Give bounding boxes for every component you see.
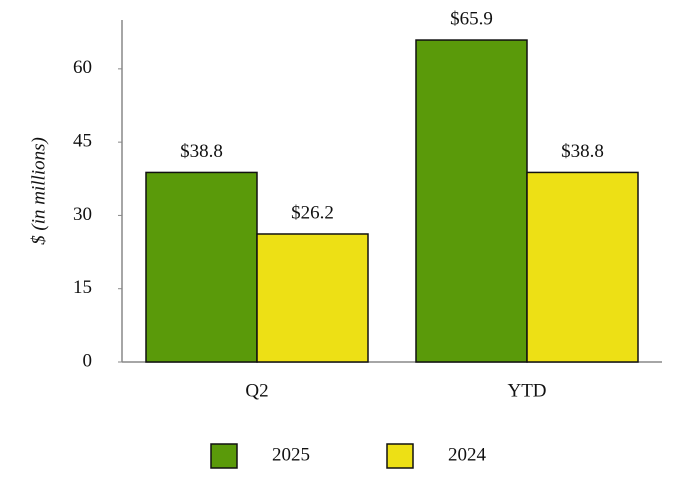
legend-swatch — [386, 443, 414, 469]
legend-label: 2025 — [272, 444, 310, 465]
bar — [526, 171, 639, 363]
x-tick-label: Q2 — [245, 380, 268, 401]
value-label: $65.9 — [450, 8, 493, 29]
value-label: $38.8 — [561, 141, 604, 162]
y-tick-label: 30 — [73, 204, 92, 225]
y-tick-label: 60 — [73, 57, 92, 78]
bar — [145, 171, 258, 363]
legend-swatch — [210, 443, 238, 469]
y-tick-label: 0 — [83, 350, 93, 371]
bar — [415, 39, 528, 363]
bar — [256, 233, 369, 363]
x-tick-label: YTD — [507, 380, 546, 401]
y-tick-label: 15 — [73, 277, 92, 298]
value-label: $38.8 — [180, 141, 223, 162]
y-axis-label: $ (in millions) — [28, 137, 49, 245]
y-tick-label: 45 — [73, 131, 92, 152]
value-label: $26.2 — [291, 202, 334, 223]
legend-label: 2024 — [448, 444, 487, 465]
